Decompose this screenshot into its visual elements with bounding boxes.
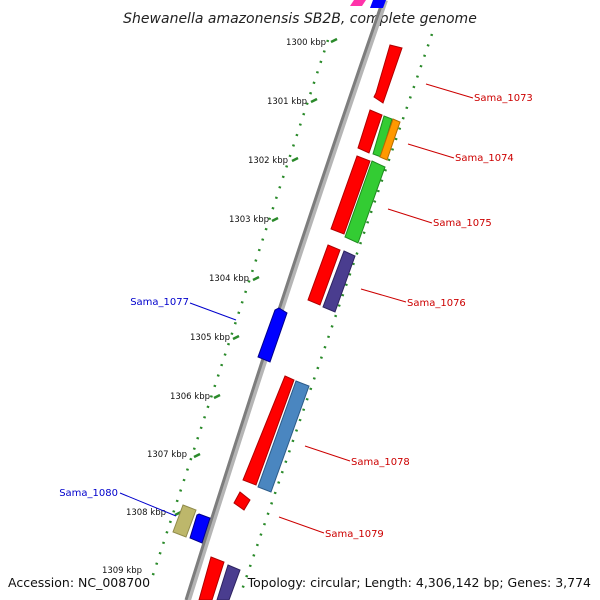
tick-mark-1300 (330, 37, 338, 44)
tick-label-1300: 1300 kbp (286, 38, 326, 48)
tick-label-1305: 1305 kbp (190, 333, 230, 343)
feature-red-1075[interactable] (330, 155, 371, 235)
reverse-features (172, 307, 288, 544)
feature-sama-1079[interactable] (233, 491, 251, 511)
leader-sama-1079 (278, 516, 325, 534)
feature-sama-1080-blue[interactable] (189, 513, 211, 544)
leader-lines (119, 83, 474, 534)
label-sama-1073[interactable]: Sama_1073 (474, 93, 533, 104)
backbone-shadow (185, 0, 388, 600)
tick-mark-1301 (310, 97, 318, 104)
leader-sama-1075 (387, 208, 433, 224)
leader-sama-1074 (407, 143, 455, 159)
feature-sama-1080-khaki[interactable] (172, 504, 197, 538)
feature-red-1076[interactable] (307, 244, 341, 306)
map-title: Shewanella amazonensis SB2B, complete ge… (123, 11, 477, 27)
inner-dotted-ring (240, 33, 434, 591)
tick-mark-1304 (252, 275, 260, 282)
tick-label-1302: 1302 kbp (248, 156, 288, 166)
label-sama-1074[interactable]: Sama_1074 (455, 153, 514, 164)
tick-label-1306: 1306 kbp (170, 392, 210, 402)
label-sama-1076[interactable]: Sama_1076 (407, 298, 466, 309)
feature-sama-1076[interactable] (322, 250, 356, 313)
tick-label-1309: 1309 kbp (102, 566, 142, 576)
leader-sama-1073 (425, 83, 474, 99)
label-sama-1078[interactable]: Sama_1078 (351, 457, 410, 468)
forward-features (198, 0, 403, 600)
feature-sama-1074-orange[interactable] (379, 118, 401, 161)
feature-sama-1075[interactable] (344, 160, 386, 244)
leader-sama-1080 (119, 492, 177, 517)
tick-label-1307: 1307 kbp (147, 450, 187, 460)
leader-sama-1077 (189, 302, 237, 321)
accession-text: Accession: NC_008700 (8, 575, 150, 590)
label-sama-1077[interactable]: Sama_1077 (130, 297, 189, 308)
feature-red-1074a[interactable] (357, 109, 383, 154)
leader-sama-1076 (360, 288, 407, 303)
tick-mark-1306 (213, 393, 221, 400)
tick-label-1301: 1301 kbp (267, 97, 307, 107)
feature-bottom-red[interactable] (198, 556, 225, 600)
feature-bottom-purple[interactable] (216, 564, 241, 600)
tick-marks (174, 37, 338, 517)
gene-labels: Sama_1073 Sama_1074 Sama_1075 Sama_1076 … (59, 93, 533, 540)
label-sama-1075[interactable]: Sama_1075 (433, 218, 492, 229)
feature-sama-1073[interactable] (373, 44, 403, 104)
tick-mark-1305 (232, 334, 240, 341)
tick-labels: 1300 kbp 1301 kbp 1302 kbp 1303 kbp 1304… (102, 38, 326, 576)
feature-sama-1078[interactable] (257, 380, 310, 493)
feature-red-1078[interactable] (242, 375, 295, 486)
tick-mark-1302 (291, 156, 299, 163)
tick-label-1303: 1303 kbp (229, 215, 269, 225)
tick-mark-1307 (193, 452, 201, 459)
backbone (184, 0, 385, 600)
label-sama-1079[interactable]: Sama_1079 (325, 529, 384, 540)
feature-top-magenta[interactable] (350, 0, 366, 6)
leader-sama-1078 (304, 445, 351, 462)
summary-text: Topology: circular; Length: 4,306,142 bp… (247, 575, 591, 590)
tick-label-1304: 1304 kbp (209, 274, 249, 284)
feature-top-blue[interactable] (370, 0, 386, 8)
feature-sama-1077[interactable] (257, 307, 288, 363)
tick-mark-1303 (271, 216, 279, 223)
tick-label-1308: 1308 kbp (126, 508, 166, 518)
label-sama-1080[interactable]: Sama_1080 (59, 488, 118, 499)
